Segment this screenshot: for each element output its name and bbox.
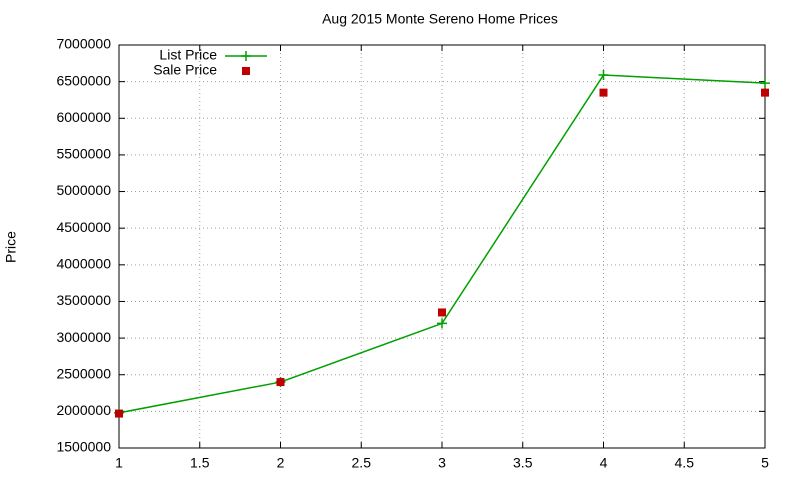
data-point [598,70,609,81]
legend-label: List Price [159,47,217,63]
y-tick-label: 5500000 [56,146,111,162]
x-tick-label: 3.5 [513,455,533,471]
data-point [761,88,769,97]
x-tick-label: 1 [115,455,123,471]
data-point [115,409,123,418]
data-point [438,308,446,317]
data-point [599,88,608,97]
x-tick-label: 4 [600,455,608,471]
plot-frame [118,44,766,449]
y-tick-label: 2500000 [56,365,111,381]
x-tick-label: 3 [438,455,446,471]
y-tick-label: 3000000 [56,329,111,345]
legend-marker [241,51,251,61]
x-tick-label: 4.5 [675,455,695,471]
data-point [760,78,770,89]
legend-label: Sale Price [153,62,217,78]
y-tick-label: 3500000 [56,292,111,308]
chart-title: Aug 2015 Monte Sereno Home Prices [322,11,558,27]
y-tick-label: 2000000 [56,402,111,418]
y-tick-label: 1500000 [56,439,111,455]
x-tick-label: 2 [277,455,285,471]
legend-marker [242,67,250,75]
x-tick-label: 5 [761,455,769,471]
data-point [437,318,447,329]
y-tick-label: 6500000 [56,72,111,88]
x-tick-label: 1.5 [190,455,210,471]
x-tick-label: 2.5 [352,455,372,471]
y-tick-label: 4000000 [56,256,111,272]
y-axis-label: Price [3,231,19,263]
y-tick-label: 6000000 [56,109,111,125]
y-tick-label: 5000000 [56,182,111,198]
y-tick-label: 7000000 [56,36,111,52]
data-point [276,378,285,387]
y-tick-label: 4500000 [56,219,111,235]
